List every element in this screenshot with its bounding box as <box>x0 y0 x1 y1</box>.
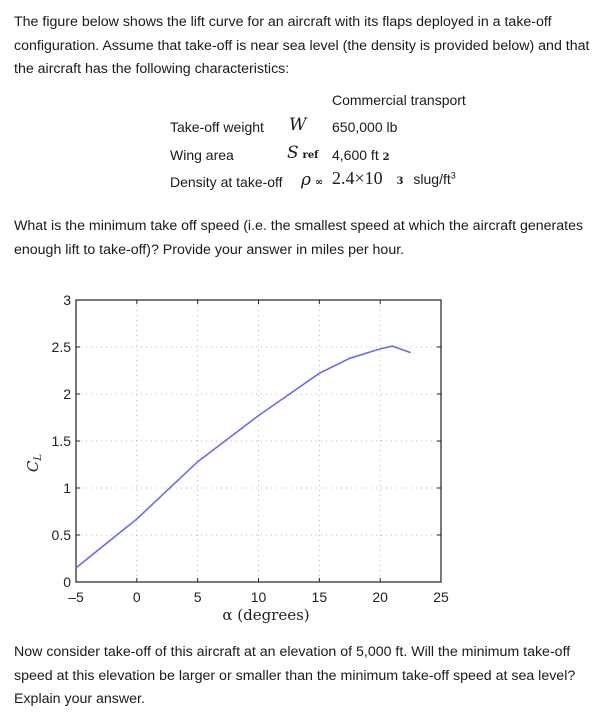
x-tick-label: 0 <box>133 589 141 605</box>
question-1: What is the minimum take off speed (i.e.… <box>14 218 584 258</box>
symbol-wing-area: S ref <box>287 143 319 163</box>
lift-curve-line <box>75 345 411 569</box>
y-tick-label: 2 <box>63 386 71 402</box>
value-wing-area: 4,600 ft 2 <box>332 147 390 163</box>
x-tick-label: 5 <box>194 589 202 605</box>
value-density: 2.4×10 3 slug/ft3 <box>332 168 456 188</box>
y-tick-label: 0 <box>63 574 71 590</box>
x-tick-label: –5 <box>68 589 84 605</box>
y-tick-label: 1 <box>63 480 71 496</box>
aircraft-characteristics-table: Commercial transport Take-off weight W 6… <box>0 0 612 200</box>
x-tick-label: 25 <box>433 589 449 605</box>
axis-ticks <box>75 299 442 583</box>
y-tick-label: 2.5 <box>52 339 72 355</box>
row-label-wing-area: Wing area <box>170 147 234 163</box>
row-label-density: Density at take-off <box>170 174 283 190</box>
x-tick-label: 15 <box>312 589 328 605</box>
x-axis-label: α (degrees) <box>222 606 309 624</box>
y-tick-label: 1.5 <box>52 433 72 449</box>
x-tick-label: 20 <box>372 589 388 605</box>
symbol-weight: W <box>289 115 307 135</box>
y-tick-label: 3 <box>63 292 71 308</box>
row-label-weight: Take-off weight <box>170 119 264 135</box>
question-2: Now consider take-off of this aircraft a… <box>14 644 576 707</box>
chart-grid <box>76 300 441 582</box>
y-axis-label: CL <box>24 454 44 472</box>
value-weight: 650,000 lb <box>332 119 398 135</box>
y-tick-label: 0.5 <box>52 527 72 543</box>
symbol-density: ρ ∞ <box>301 170 324 190</box>
x-tick-label: 10 <box>251 589 267 605</box>
intro-paragraph: The figure below shows the lift curve fo… <box>14 14 590 77</box>
column-header: Commercial transport <box>332 92 466 108</box>
